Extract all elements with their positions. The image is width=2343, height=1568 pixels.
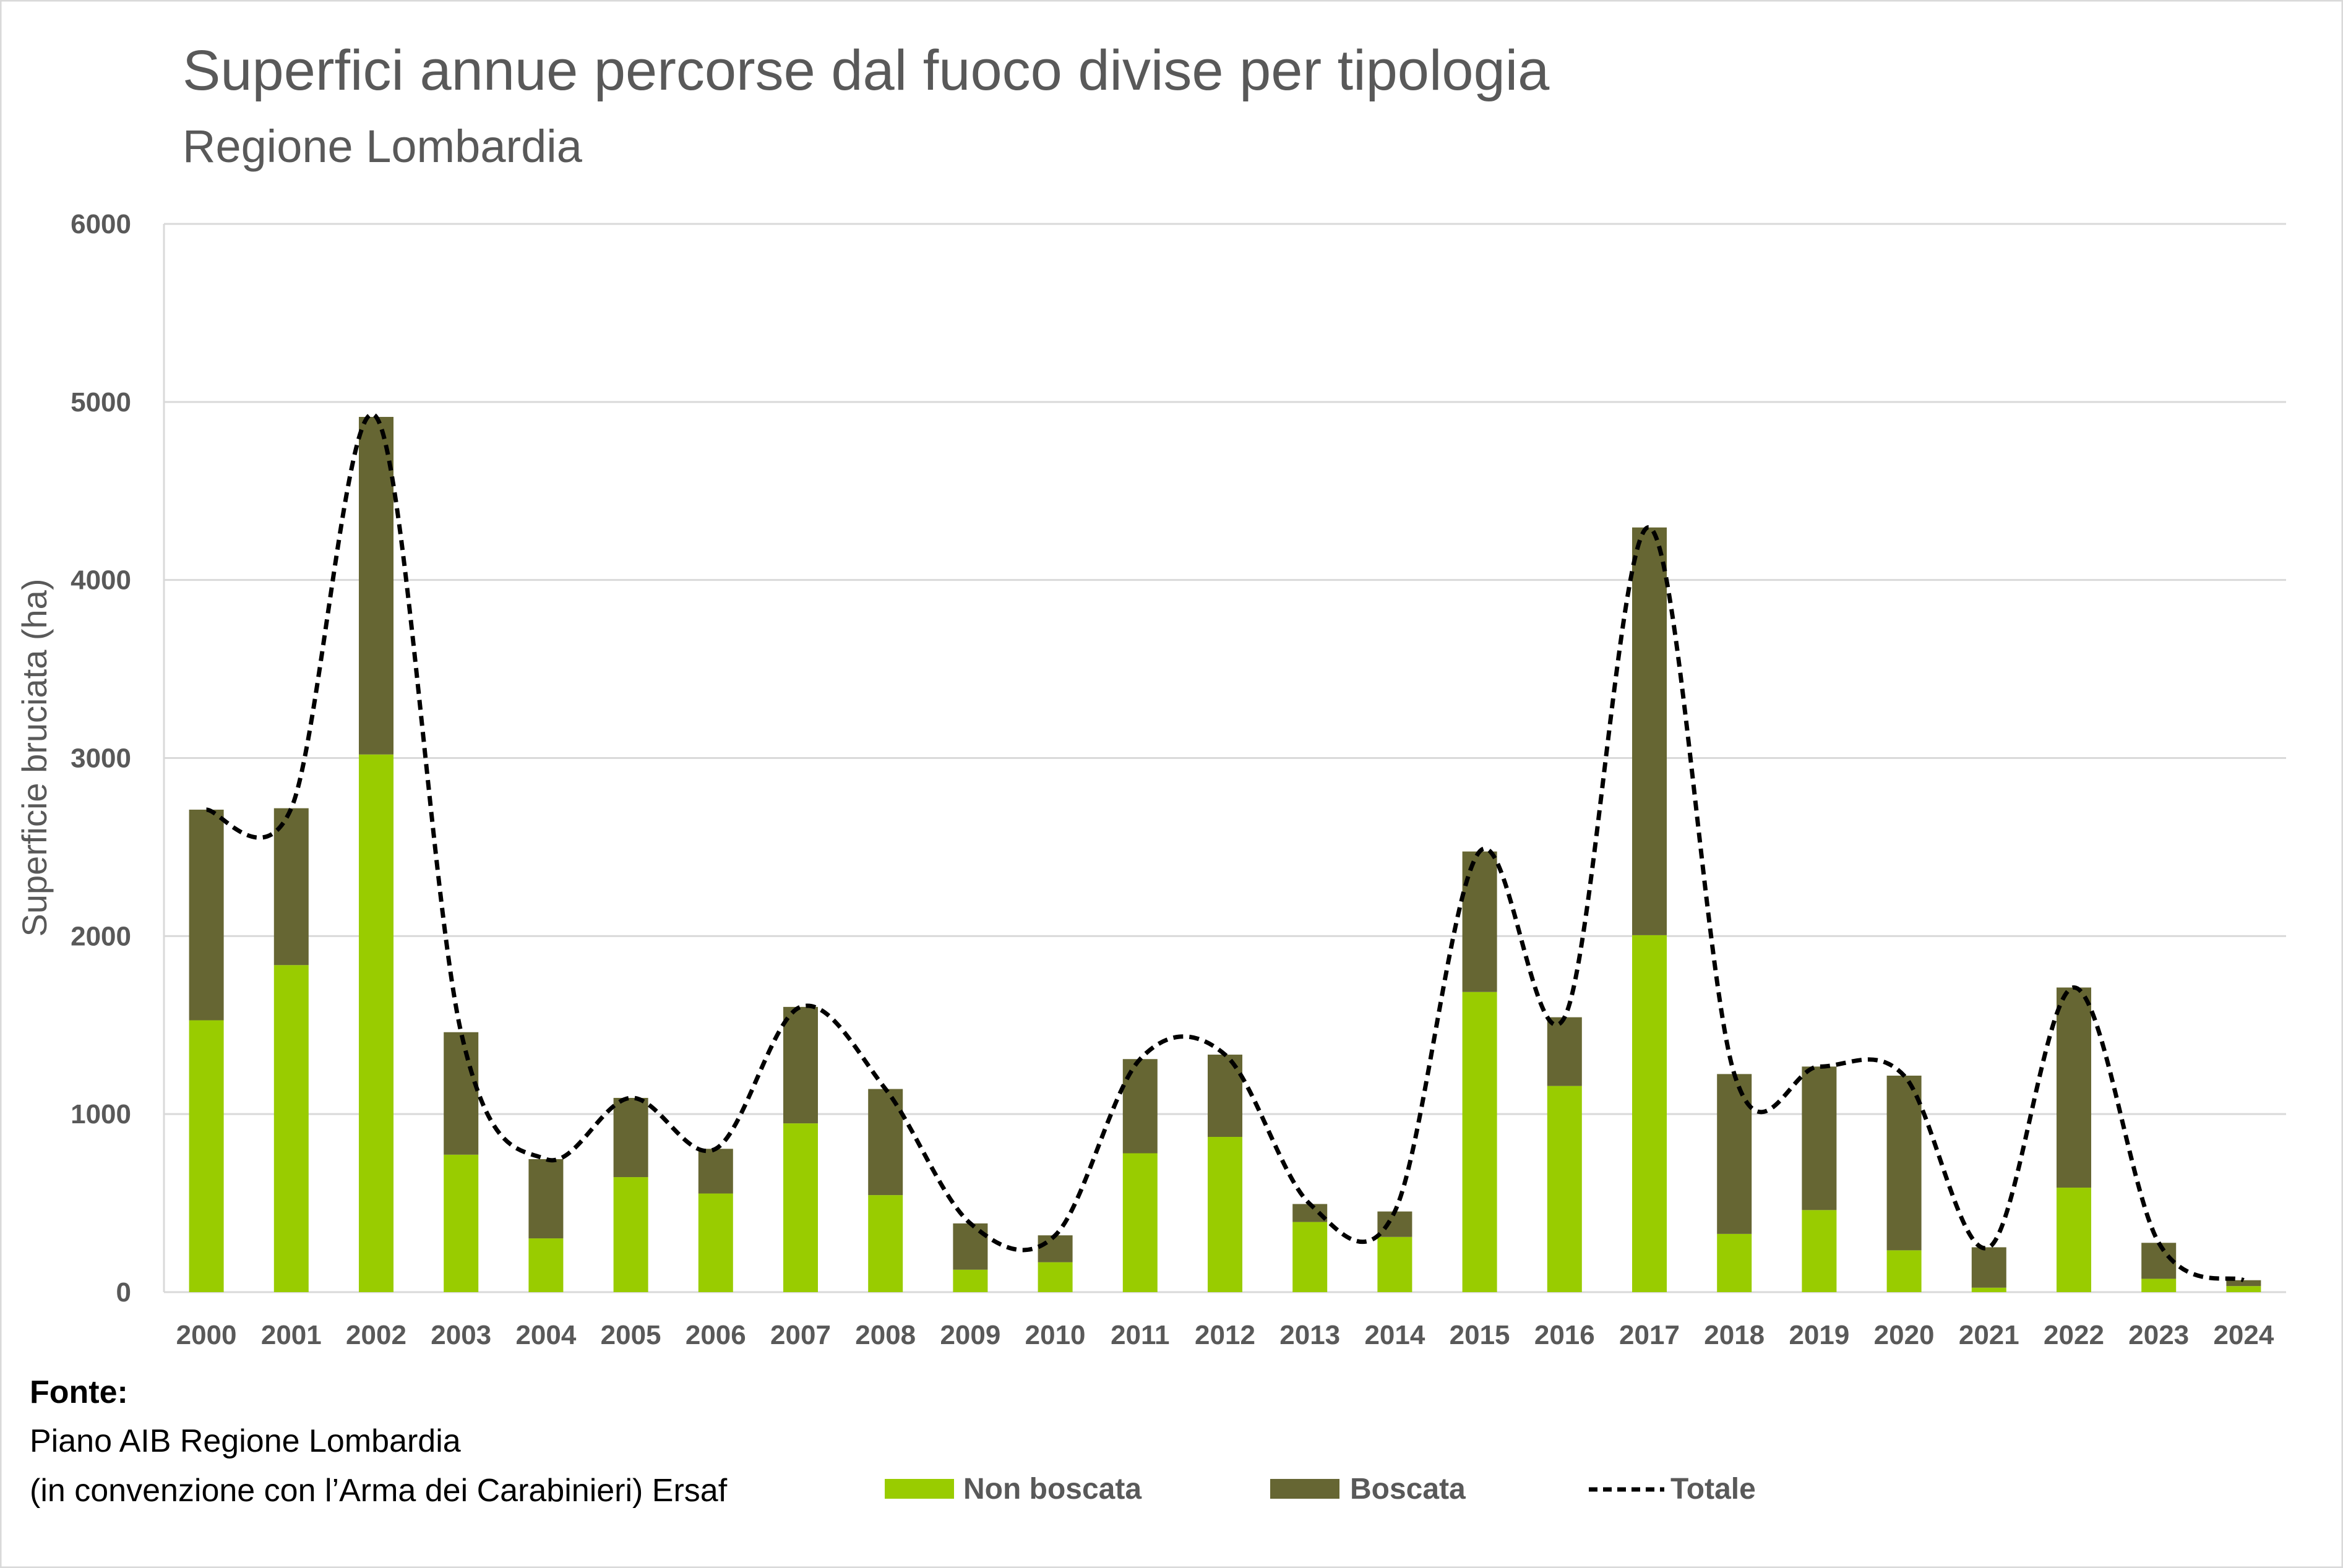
bar-non-boscata — [1547, 1086, 1582, 1292]
x-tick-label: 2020 — [1874, 1320, 1935, 1350]
bar-non-boscata — [1208, 1137, 1242, 1292]
x-tick-label: 2015 — [1450, 1320, 1510, 1350]
bar-boscata — [1886, 1075, 1922, 1251]
line-totale — [205, 412, 2245, 1283]
bar-boscata — [2226, 1280, 2261, 1287]
x-tick-label: 2018 — [1704, 1320, 1765, 1350]
bar-non-boscata — [2141, 1279, 2177, 1292]
bar-boscata — [953, 1223, 988, 1270]
y-tick-label: 6000 — [71, 209, 131, 239]
bar-boscata — [1547, 1017, 1582, 1086]
source-line-1: Piano AIB Regione Lombardia — [30, 1423, 461, 1459]
bar-boscata — [1462, 851, 1497, 992]
bar-boscata — [1038, 1235, 1073, 1262]
bar-non-boscata — [868, 1195, 903, 1292]
x-tick-label: 2004 — [515, 1320, 576, 1350]
bar-non-boscata — [1632, 935, 1667, 1292]
bar-non-boscata — [1462, 992, 1497, 1292]
bar-boscata — [273, 808, 309, 966]
y-tick-label: 2000 — [71, 921, 131, 951]
legend-label-boscata: Boscata — [1350, 1473, 1466, 1506]
bar-boscata — [528, 1159, 564, 1239]
bar-boscata — [613, 1097, 648, 1178]
y-tick-label: 1000 — [71, 1099, 131, 1129]
x-tick-label: 2016 — [1534, 1320, 1595, 1350]
x-tick-label: 2005 — [601, 1320, 661, 1350]
bar-boscata — [783, 1006, 818, 1124]
x-tick-label: 2000 — [176, 1320, 237, 1350]
bar-non-boscata — [1377, 1236, 1412, 1292]
x-tick-label: 2023 — [2128, 1320, 2189, 1350]
bar-non-boscata — [1122, 1153, 1158, 1292]
x-tick-label: 2013 — [1279, 1320, 1340, 1350]
x-tick-label: 2011 — [1111, 1320, 1169, 1350]
x-tick-label: 2009 — [940, 1320, 1000, 1350]
x-tick-label: 2017 — [1619, 1320, 1680, 1350]
bar-non-boscata — [1886, 1250, 1922, 1292]
source-heading: Fonte: — [30, 1374, 128, 1410]
bar-non-boscata — [783, 1123, 818, 1292]
x-tick-label: 2021 — [1959, 1320, 2019, 1350]
legend-swatch-non-boscata — [885, 1479, 954, 1499]
bar-non-boscata — [1038, 1262, 1073, 1292]
x-tick-label: 2014 — [1364, 1320, 1425, 1350]
x-tick-label: 2012 — [1195, 1320, 1255, 1350]
bar-non-boscata — [1802, 1210, 1837, 1292]
bar-non-boscata — [1292, 1222, 1328, 1292]
chart-title: Superfici annue percorse dal fuoco divis… — [183, 39, 1550, 102]
x-tick-label: 2002 — [346, 1320, 406, 1350]
x-tick-label: 2006 — [686, 1320, 746, 1350]
bar-non-boscata — [189, 1020, 224, 1292]
bar-boscata — [868, 1089, 903, 1196]
bar-non-boscata — [2057, 1188, 2091, 1292]
bar-non-boscata — [444, 1154, 479, 1292]
y-tick-label: 5000 — [71, 387, 131, 418]
bar-boscata — [1717, 1074, 1752, 1234]
bar-boscata — [1632, 527, 1667, 935]
bar-boscata — [1971, 1247, 2006, 1288]
legend: Non boscata Boscata Totale — [885, 1473, 1756, 1506]
bar-non-boscata — [613, 1177, 648, 1292]
x-tick-label: 2022 — [2044, 1320, 2104, 1350]
bar-non-boscata — [359, 754, 393, 1292]
y-tick-label: 0 — [116, 1277, 131, 1308]
x-tick-label: 2007 — [770, 1320, 831, 1350]
x-tick-label: 2001 — [261, 1320, 322, 1350]
bar-non-boscata — [528, 1238, 564, 1292]
y-axis-label: Superficie bruciata (ha) — [15, 579, 54, 937]
source-line-2: (in convenzione con l’Arma dei Carabinie… — [30, 1473, 728, 1509]
bar-non-boscata — [698, 1193, 733, 1292]
y-tick-label: 3000 — [71, 743, 131, 774]
bar-boscata — [359, 417, 393, 755]
x-tick-label: 2008 — [855, 1320, 916, 1350]
bar-non-boscata — [273, 965, 309, 1292]
bar-boscata — [444, 1032, 479, 1155]
bar-non-boscata — [1717, 1233, 1752, 1292]
bar-boscata — [1208, 1055, 1242, 1137]
bar-boscata — [2057, 987, 2091, 1188]
bar-boscata — [189, 809, 224, 1021]
bar-non-boscata — [1971, 1287, 2006, 1292]
legend-label-non-boscata: Non boscata — [963, 1473, 1141, 1506]
bar-boscata — [1802, 1066, 1837, 1210]
legend-swatch-boscata — [1270, 1479, 1339, 1499]
legend-label-totale: Totale — [1670, 1473, 1756, 1506]
x-tick-label: 2010 — [1025, 1320, 1086, 1350]
chart-subtitle: Regione Lombardia — [183, 121, 583, 172]
y-tick-label: 4000 — [71, 565, 131, 596]
bar-non-boscata — [953, 1269, 988, 1292]
x-tick-label: 2019 — [1789, 1320, 1849, 1350]
x-tick-label: 2003 — [431, 1320, 491, 1350]
bar-boscata — [698, 1149, 733, 1194]
x-tick-label: 2024 — [2213, 1320, 2274, 1350]
bar-non-boscata — [2226, 1286, 2261, 1292]
